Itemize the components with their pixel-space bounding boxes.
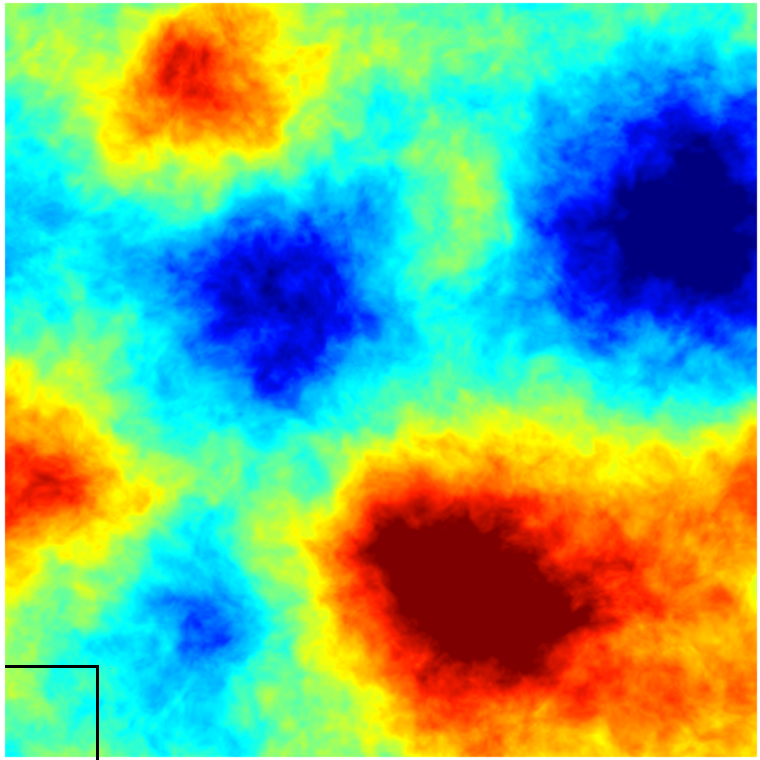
turbulence-field-image [0, 0, 760, 760]
